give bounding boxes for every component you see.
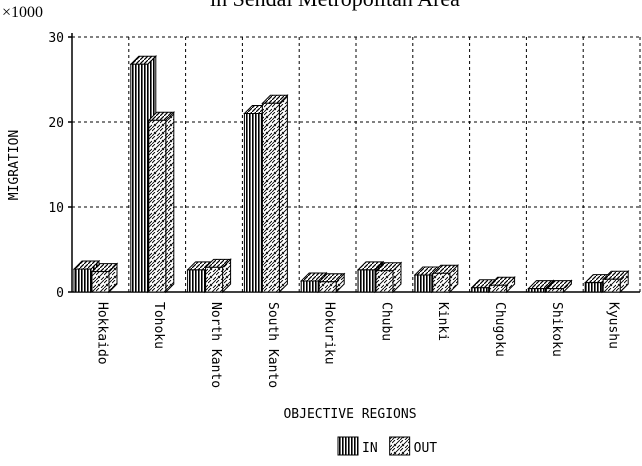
bar-front bbox=[489, 284, 508, 293]
legend-swatch bbox=[337, 436, 359, 456]
bar bbox=[204, 258, 232, 294]
y-tick-label: 30 bbox=[48, 31, 64, 46]
chart-title: in Sendai Metropolitan Area bbox=[210, 0, 460, 11]
bar-front bbox=[375, 270, 394, 293]
bar-front bbox=[261, 102, 280, 293]
bar-front bbox=[414, 274, 433, 293]
y-axis-label: MIGRATION bbox=[7, 130, 22, 200]
bar bbox=[601, 270, 630, 294]
x-tick-label: Chubu bbox=[378, 302, 393, 341]
legend-swatch bbox=[389, 436, 411, 456]
x-tick-label: Shikoku bbox=[549, 302, 564, 357]
legend-label: IN bbox=[362, 441, 378, 456]
y-tick-label: 20 bbox=[48, 116, 64, 131]
bar bbox=[261, 94, 289, 294]
bar-front bbox=[471, 287, 490, 293]
x-tick-label: Hokkaido bbox=[94, 302, 109, 365]
bar-front bbox=[527, 288, 546, 293]
bar-front bbox=[357, 269, 376, 293]
bar bbox=[431, 264, 460, 294]
bar bbox=[317, 272, 346, 294]
bar-front bbox=[148, 119, 167, 293]
bar bbox=[147, 111, 176, 294]
bar-front bbox=[243, 113, 262, 293]
bar-front bbox=[187, 269, 206, 293]
bar-front bbox=[205, 266, 224, 293]
bar-front bbox=[432, 272, 451, 293]
bar-front bbox=[602, 278, 621, 293]
y-tick-label: 10 bbox=[48, 201, 64, 216]
legend-label: OUT bbox=[414, 441, 438, 456]
bar bbox=[374, 261, 403, 294]
x-tick-label: North Kanto bbox=[208, 302, 223, 388]
x-tick-label: Tohoku bbox=[151, 302, 166, 349]
x-tick-label: Hokuriku bbox=[322, 302, 337, 365]
bar-front bbox=[300, 280, 319, 293]
bar-side bbox=[278, 94, 288, 294]
y-tick-label: 0 bbox=[56, 286, 64, 301]
bar-front bbox=[545, 288, 564, 293]
bar-front bbox=[130, 63, 149, 293]
bar bbox=[90, 262, 119, 294]
x-tick-label: Kinki bbox=[435, 302, 450, 341]
bar-front bbox=[73, 268, 92, 293]
x-tick-label: South Kanto bbox=[265, 302, 280, 388]
bar-front bbox=[584, 282, 603, 293]
bar-side bbox=[165, 111, 175, 294]
bar bbox=[545, 279, 573, 294]
x-tick-label: Chugoku bbox=[492, 302, 507, 357]
x-tick-label: Kyushu bbox=[606, 302, 621, 349]
bar bbox=[488, 275, 516, 294]
bar-front bbox=[318, 281, 337, 293]
x-axis-label: OBJECTIVE REGIONS bbox=[283, 407, 416, 422]
bar-front bbox=[91, 271, 110, 293]
y-unit: ×1000 bbox=[2, 4, 43, 21]
